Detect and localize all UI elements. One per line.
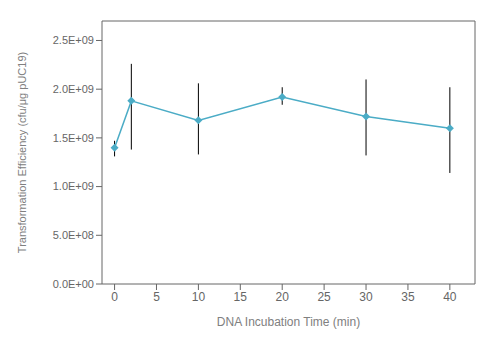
svg-text:15: 15 xyxy=(234,290,248,304)
svg-text:Transformation Efficiency (cfu: Transformation Efficiency (cfu/μg pUC19) xyxy=(16,52,28,253)
svg-text:20: 20 xyxy=(276,290,290,304)
svg-text:40: 40 xyxy=(443,290,457,304)
svg-text:35: 35 xyxy=(401,290,415,304)
svg-text:1.5E+09: 1.5E+09 xyxy=(53,132,94,144)
svg-text:1.0E+09: 1.0E+09 xyxy=(53,180,94,192)
svg-text:0.0E+00: 0.0E+00 xyxy=(53,278,94,290)
svg-text:DNA Incubation Time (min): DNA Incubation Time (min) xyxy=(217,315,360,329)
svg-text:2.0E+09: 2.0E+09 xyxy=(53,83,94,95)
svg-text:2.5E+09: 2.5E+09 xyxy=(53,34,94,46)
svg-text:30: 30 xyxy=(359,290,373,304)
svg-text:10: 10 xyxy=(192,290,206,304)
svg-text:5: 5 xyxy=(153,290,160,304)
svg-text:25: 25 xyxy=(317,290,331,304)
svg-text:0: 0 xyxy=(111,290,118,304)
svg-text:5.0E+08: 5.0E+08 xyxy=(53,229,94,241)
